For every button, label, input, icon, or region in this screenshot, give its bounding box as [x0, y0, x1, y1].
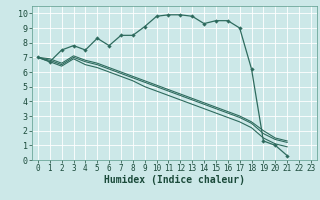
X-axis label: Humidex (Indice chaleur): Humidex (Indice chaleur)	[104, 175, 245, 185]
